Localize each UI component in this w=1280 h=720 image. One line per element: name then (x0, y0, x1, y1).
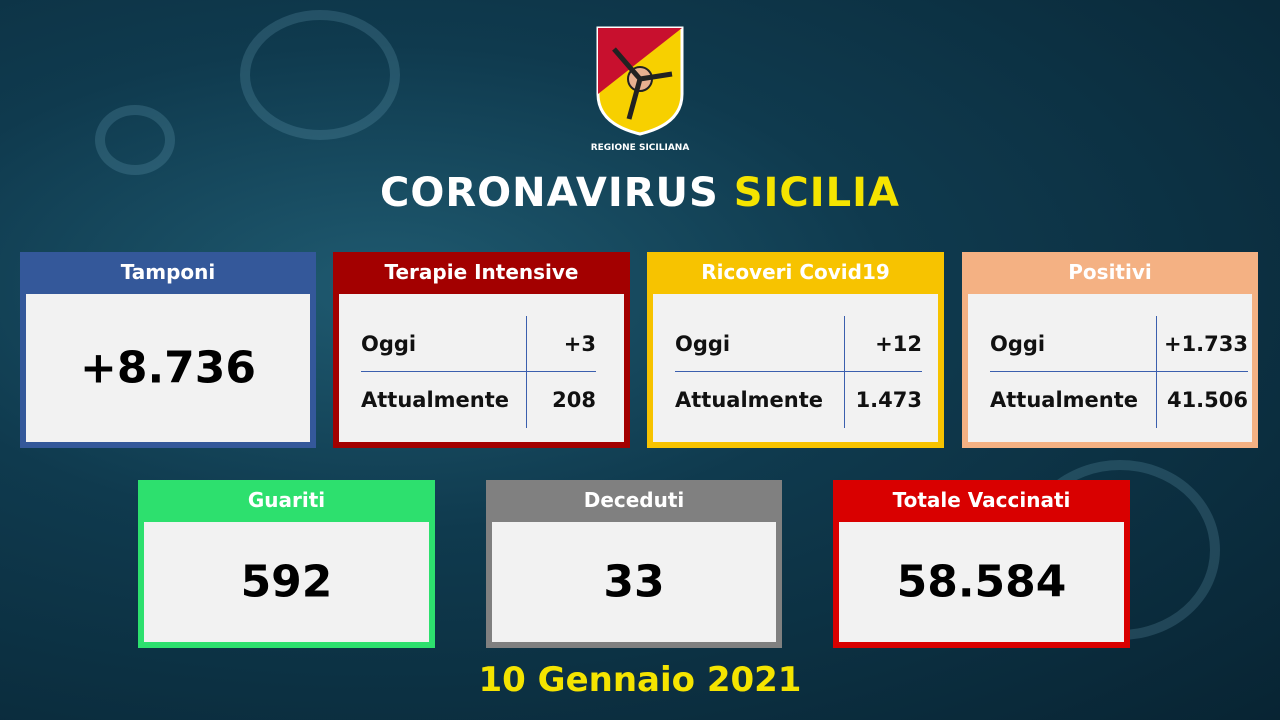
page-title: CORONAVIRUS SICILIA (0, 170, 1280, 216)
oggi-label: Oggi (361, 331, 417, 356)
regione-siciliana-logo (596, 26, 684, 136)
card-title: Tamponi (120, 260, 216, 284)
card-positivi: Positivi Oggi +1.733 Attualmente 41.506 (962, 252, 1258, 448)
oggi-label: Oggi (990, 331, 1046, 356)
tamponi-value: +8.736 (79, 342, 257, 394)
attuali-label: Attualmente (675, 388, 824, 412)
title-main: CORONAVIRUS (379, 170, 719, 216)
vaccinati-value: 58.584 (896, 556, 1067, 608)
attuali-value: 41.506 (1156, 372, 1248, 428)
card-title: Deceduti (583, 488, 685, 512)
oggi-value: +12 (844, 316, 922, 371)
oggi-value: +1.733 (1156, 316, 1248, 371)
region-label: REGIONE SICILIANA (590, 143, 690, 153)
card-title: Terapie Intensive (384, 260, 579, 284)
card-ricoveri: Ricoveri Covid19 Oggi +12 Attualmente 1.47… (647, 252, 944, 448)
attuali-value: 208 (526, 372, 596, 428)
card-title: Totale Vaccinati (892, 488, 1071, 512)
card-vaccinati: Totale Vaccinati 58.584 (833, 480, 1130, 648)
virus-decoration (95, 105, 175, 175)
card-guariti: Guariti 592 (138, 480, 435, 648)
title-region: SICILIA (733, 170, 900, 216)
deceduti-value: 33 (603, 556, 665, 608)
card-title: Guariti (247, 488, 326, 512)
attuali-label: Attualmente (990, 388, 1139, 412)
attuali-label: Attualmente (361, 388, 510, 412)
card-title: Positivi (1068, 260, 1152, 284)
oggi-label: Oggi (675, 331, 731, 356)
card-terapie: Terapie Intensive Oggi +3 Attualmente 208 (333, 252, 630, 448)
card-deceduti: Deceduti 33 (486, 480, 782, 648)
guariti-value: 592 (240, 556, 333, 608)
card-title: Ricoveri Covid19 (701, 260, 890, 284)
card-tamponi: Tamponi +8.736 (20, 252, 316, 448)
report-date: 10 Gennaio 2021 (478, 660, 802, 700)
oggi-value: +3 (526, 316, 596, 371)
attuali-value: 1.473 (844, 372, 922, 428)
virus-decoration (240, 10, 400, 140)
